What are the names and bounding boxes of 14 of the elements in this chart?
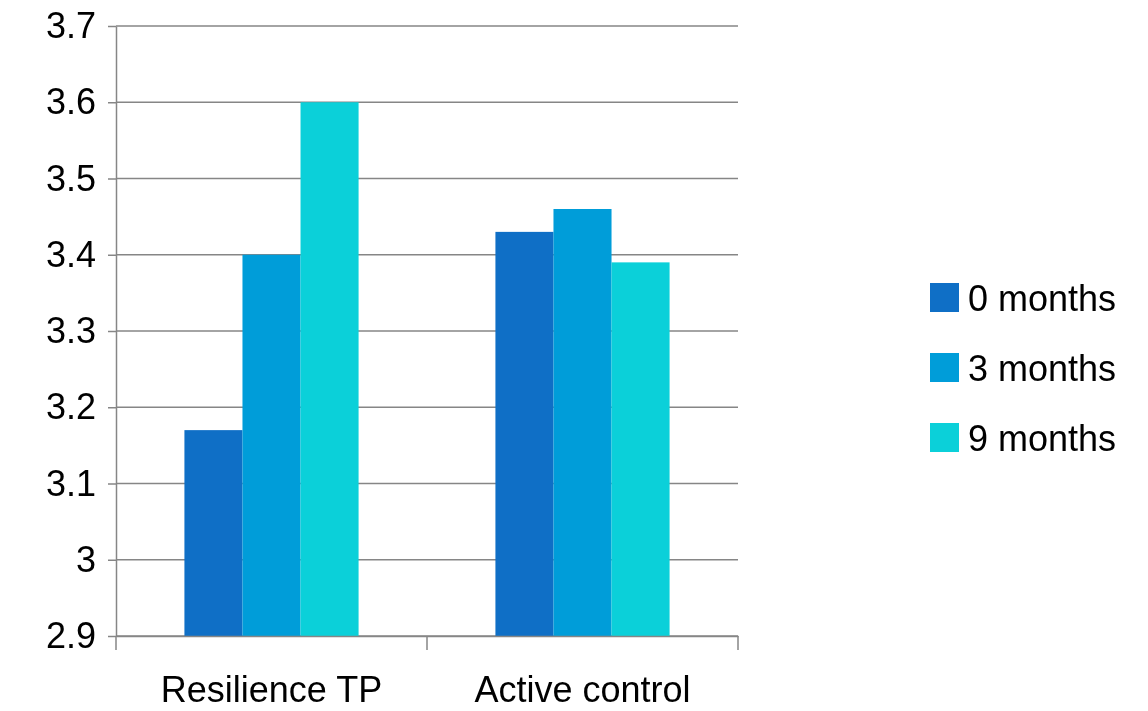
- legend-label: 9 months: [968, 417, 1117, 459]
- y-tick-label: 3.2: [45, 386, 96, 428]
- y-tick-label: 3.6: [45, 81, 96, 123]
- y-tick-label: 3.3: [45, 310, 96, 352]
- legend-label: 0 months: [968, 277, 1117, 319]
- x-tick-label: Resilience TP: [160, 669, 383, 710]
- legend-label: 3 months: [968, 347, 1117, 389]
- y-tick-label: 3: [75, 538, 96, 580]
- y-tick-label: 2.9: [45, 615, 96, 657]
- y-tick-label: 3.1: [45, 462, 96, 504]
- y-tick-label: 3.7: [45, 5, 96, 47]
- x-tick-label: Active control: [474, 669, 691, 710]
- y-tick-label: 3.4: [45, 233, 96, 275]
- y-tick-label: 3.5: [45, 157, 96, 199]
